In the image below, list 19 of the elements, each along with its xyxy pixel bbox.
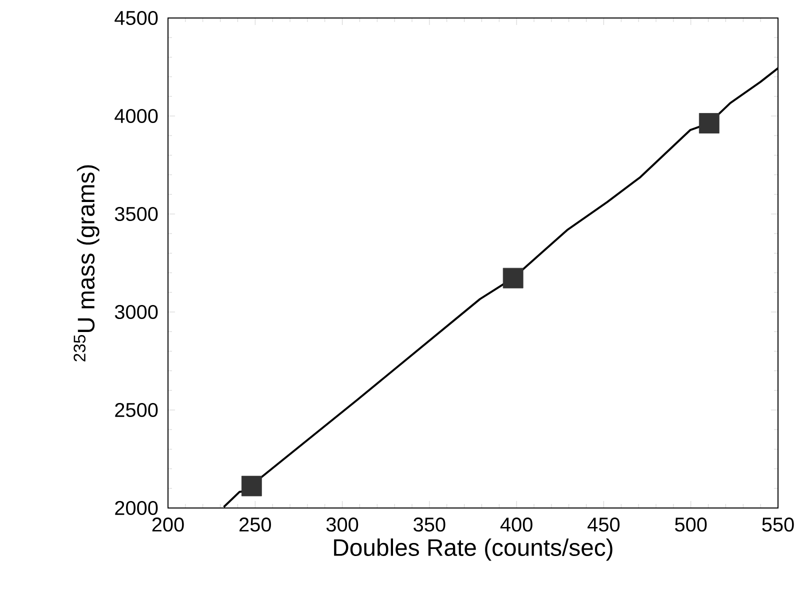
y-tick-label: 2500 <box>115 402 158 418</box>
y-tick-label: 2000 <box>115 500 158 516</box>
point <box>698 113 720 134</box>
x-tick-label: 300 <box>326 518 358 532</box>
x-tick-label: 450 <box>588 518 620 532</box>
x-tick-label: 250 <box>240 518 271 532</box>
x-tick-label: 550 <box>762 518 794 532</box>
y-tick-label: 4500 <box>114 10 158 26</box>
point <box>502 268 524 288</box>
y-tick-label: 3500 <box>114 206 158 222</box>
y-axis-title: $^{235}$U mass (grams) <box>74 165 100 362</box>
y-tick-label: 3000 <box>114 304 158 320</box>
x-tick-label: 500 <box>675 518 707 532</box>
point <box>241 476 262 496</box>
x-axis-title: Doubles Rate (counts/sec) <box>334 538 612 561</box>
x-tick-label: 350 <box>414 518 446 532</box>
x-tick-label: 200 <box>152 518 184 532</box>
y-tick-label: 4000 <box>114 108 158 124</box>
x-tick-label: 400 <box>500 518 532 532</box>
